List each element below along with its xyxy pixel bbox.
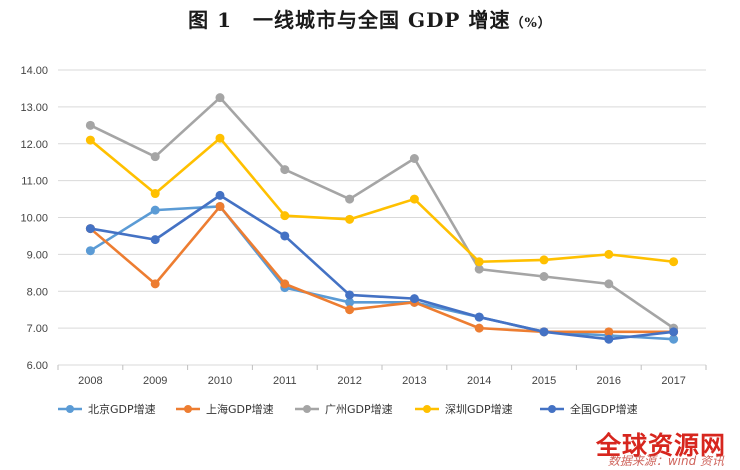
y-tick-label-7: 13.00 <box>20 102 48 114</box>
series-line-2 <box>89 96 675 330</box>
y-tick-label-5: 11.00 <box>21 176 48 188</box>
data-point-2-6 <box>474 264 484 274</box>
data-point-1-8 <box>604 327 614 337</box>
data-point-4-5 <box>409 294 419 304</box>
watermark-logo: 全球资源网 <box>595 431 726 460</box>
y-tick-label-3: 9.00 <box>27 249 48 261</box>
series-line-0 <box>89 205 674 341</box>
x-tick-label-6: 2014 <box>467 375 491 387</box>
y-tick-label-2: 8.00 <box>27 286 48 298</box>
data-point-3-1 <box>150 189 160 199</box>
x-tick-label-4: 2012 <box>337 375 361 387</box>
data-point-1-6 <box>474 323 484 333</box>
data-point-3-9 <box>669 257 679 267</box>
legend-label-4: 全国GDP增速 <box>570 402 638 416</box>
data-point-4-9 <box>669 327 679 337</box>
data-point-3-2 <box>215 133 225 143</box>
data-point-4-4 <box>345 290 355 300</box>
chart-title-text: 图 1 一线城市与全国 GDP 增速 <box>188 8 511 32</box>
series-line-1 <box>89 205 674 334</box>
data-point-4-6 <box>474 312 484 322</box>
x-tick-label-8: 2016 <box>597 375 621 387</box>
data-point-4-7 <box>539 327 549 337</box>
legend-label-2: 广州GDP增速 <box>325 402 393 416</box>
legend-marker-0 <box>66 405 74 413</box>
data-point-0-4 <box>345 297 355 307</box>
x-tick-label-5: 2013 <box>402 375 426 387</box>
series-line-3 <box>89 136 674 264</box>
data-point-0-1 <box>150 205 160 215</box>
y-tick-label-0: 6.00 <box>27 360 48 372</box>
data-point-2-3 <box>280 165 290 175</box>
data-point-3-5 <box>409 194 419 204</box>
data-point-4-2 <box>215 190 225 200</box>
data-point-3-6 <box>474 257 484 267</box>
x-tick-label-1: 2009 <box>143 375 167 387</box>
data-point-2-1 <box>150 152 160 162</box>
x-tick-label-3: 2011 <box>273 375 297 387</box>
data-point-3-4 <box>345 214 355 224</box>
data-point-2-0 <box>85 120 95 130</box>
data-point-2-2 <box>215 93 225 103</box>
legend-marker-3 <box>423 405 431 413</box>
y-tick-label-4: 10.00 <box>20 213 48 225</box>
legend-label-0: 北京GDP增速 <box>88 402 156 416</box>
data-point-2-4 <box>345 194 355 204</box>
chart-title: 图 1 一线城市与全国 GDP 增速（%） <box>0 4 740 33</box>
data-point-1-4 <box>345 305 355 315</box>
x-tick-label-9: 2017 <box>661 375 685 387</box>
data-point-1-3 <box>280 279 290 289</box>
data-point-2-8 <box>604 279 614 289</box>
data-point-0-9 <box>669 334 679 344</box>
chart-title-unit: （%） <box>510 16 552 31</box>
data-point-0-0 <box>85 246 95 256</box>
y-tick-label-1: 7.00 <box>27 323 48 335</box>
data-point-1-2 <box>215 201 225 211</box>
data-point-2-7 <box>539 272 549 281</box>
data-point-3-8 <box>604 249 614 259</box>
data-point-3-3 <box>280 211 290 221</box>
x-tick-label-2: 2010 <box>208 375 232 387</box>
series-line-4 <box>90 194 674 341</box>
x-tick-label-7: 2015 <box>532 375 556 387</box>
data-point-3-7 <box>539 255 549 265</box>
legend-marker-2 <box>303 405 311 413</box>
data-point-4-8 <box>604 334 614 344</box>
y-tick-label-8: 14.00 <box>20 65 48 77</box>
data-point-4-3 <box>280 231 290 241</box>
data-point-3-0 <box>85 135 95 145</box>
legend-marker-1 <box>184 405 192 413</box>
data-point-4-0 <box>85 224 95 234</box>
data-point-2-5 <box>409 154 419 163</box>
x-tick-label-0: 2008 <box>78 375 102 387</box>
legend-label-1: 上海GDP增速 <box>206 402 274 416</box>
legend-label-3: 深圳GDP增速 <box>445 402 513 416</box>
data-point-1-1 <box>150 279 160 289</box>
data-point-4-1 <box>150 235 160 245</box>
legend-marker-4 <box>548 405 556 413</box>
source-note: 数据来源：wind 资讯 <box>607 454 724 468</box>
y-tick-label-6: 12.00 <box>20 139 48 151</box>
